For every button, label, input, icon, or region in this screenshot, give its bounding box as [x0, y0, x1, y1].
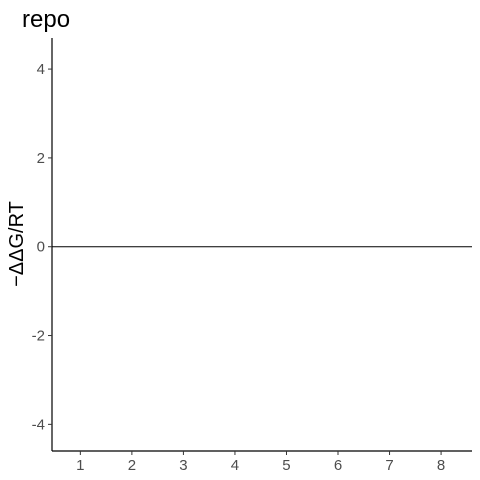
- y-tick-label-4: 4: [37, 61, 45, 78]
- y-axis-label: −ΔΔG/RT: [6, 201, 28, 287]
- x-tick-label-4: 4: [231, 457, 239, 474]
- y-tick-label--4: -4: [32, 416, 45, 433]
- y-tick-label-2: 2: [37, 150, 45, 167]
- x-tick-label-7: 7: [385, 457, 393, 474]
- x-tick-label-3: 3: [179, 457, 187, 474]
- x-tick-label-1: 1: [76, 457, 84, 474]
- chart-title: repo: [22, 6, 70, 33]
- y-tick-label-0: 0: [37, 239, 45, 256]
- x-tick-label-5: 5: [282, 457, 290, 474]
- x-tick-label-8: 8: [437, 457, 445, 474]
- axes: -4 -2 0 2 4 1 2 3 4 5 6 7 8: [32, 38, 472, 474]
- x-tick-label-2: 2: [128, 457, 136, 474]
- y-tick-label--2: -2: [32, 328, 45, 345]
- x-tick-label-6: 6: [334, 457, 342, 474]
